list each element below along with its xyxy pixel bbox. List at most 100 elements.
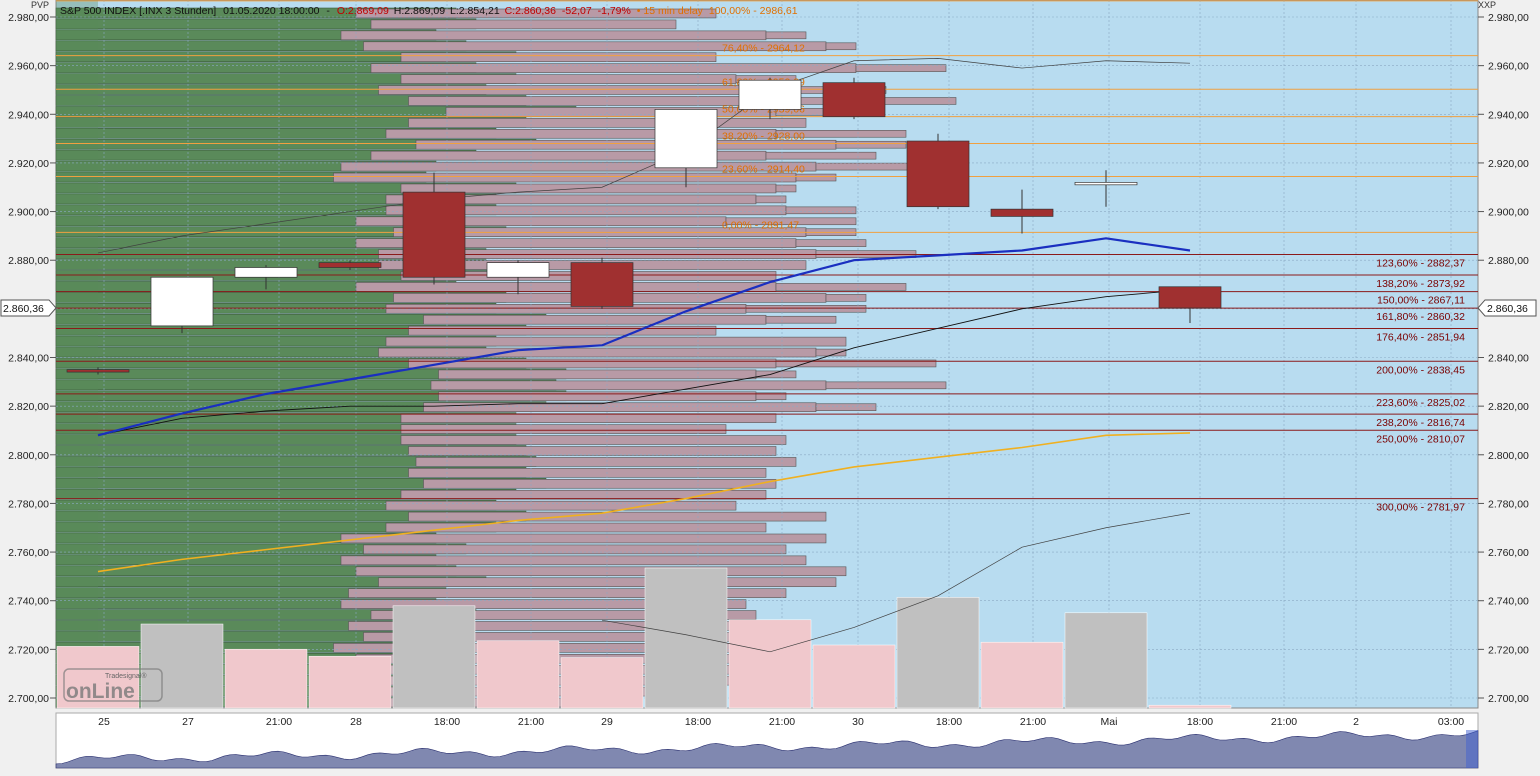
profile-bar-sell	[378, 347, 817, 358]
profile-bar-sell	[423, 402, 817, 412]
y-tick-label-right: 2.920,00	[1488, 158, 1529, 170]
profile-bar-sell	[370, 19, 677, 30]
profile-bar-sell	[370, 63, 857, 73]
profile-bar-extension	[775, 283, 907, 291]
profile-bar-extension	[825, 294, 867, 302]
volume-bar	[56, 646, 140, 709]
bull-candle	[150, 276, 214, 327]
volume-bar	[308, 655, 392, 709]
profile-bar-extension	[775, 130, 907, 138]
y-tick-label-right: 2.900,00	[1488, 207, 1529, 219]
y-tick-label-left: 2.900,00	[8, 207, 49, 219]
current-price-left: 2.860,36	[3, 303, 44, 315]
volume-bar	[140, 623, 224, 709]
volume-bar	[980, 641, 1064, 709]
bull-candle	[234, 267, 298, 278]
profile-bar-extension	[755, 392, 787, 401]
logo-small-text: Tradesignal®	[105, 672, 147, 680]
fib-top-label: 100,00% - 2986,61	[709, 5, 798, 17]
overview-navigator[interactable]	[55, 730, 1479, 769]
x-tick-label: 21:00	[518, 716, 544, 728]
y-tick-label-right: 2.880,00	[1488, 255, 1529, 267]
volume-bar	[476, 640, 560, 709]
y-tick-label-left: 2.800,00	[8, 450, 49, 462]
symbol-name: S&P 500 INDEX [.INX 3 Stunden]	[60, 5, 216, 17]
y-tick-label-right: 2.800,00	[1488, 450, 1529, 462]
candlesticks	[66, 77, 1222, 375]
fib-label-lower: 223,60% - 2825,02	[1376, 397, 1465, 409]
y-tick-label-left: 2.760,00	[8, 547, 49, 559]
high-value: H:2.869,09	[394, 5, 446, 17]
header-info: S&P 500 INDEX [.INX 3 Stunden] 01.05.202…	[60, 5, 798, 17]
volume-bar	[224, 648, 308, 709]
profile-bar-sell	[378, 85, 747, 95]
tradesignal-logo: Tradesignal® onLine	[63, 668, 163, 703]
x-tick-label: 2	[1353, 716, 1359, 728]
fib-label-lower: 161,80% - 2860,32	[1376, 311, 1465, 323]
y-tick-label-right: 2.820,00	[1488, 401, 1529, 413]
fib-label-upper: 0,00% - 2891,47	[722, 219, 799, 231]
x-tick-label: Mai	[1101, 716, 1118, 728]
y-tick-label-left: 2.840,00	[8, 353, 49, 365]
profile-bar-sell	[385, 500, 737, 511]
x-tick-label: 21:00	[1271, 716, 1297, 728]
profile-bar-sell	[400, 413, 777, 423]
profile-bar-extension	[775, 184, 797, 193]
x-tick-label: 25	[98, 716, 110, 728]
profile-bar-extension	[815, 403, 877, 411]
volume-bars	[56, 567, 1232, 709]
y-tick-label-left: 2.740,00	[8, 596, 49, 608]
fib-label-lower: 250,00% - 2810,07	[1376, 433, 1465, 445]
profile-bar-sell	[400, 424, 727, 434]
y-tick-label-left: 2.780,00	[8, 498, 49, 510]
black-average-line	[97, 288, 1191, 436]
profile-bar-sell	[408, 96, 757, 106]
profile-bar-sell	[408, 468, 767, 478]
fib-label-lower: 300,00% - 2781,97	[1376, 502, 1465, 514]
profile-bar-extension	[785, 206, 857, 215]
profile-bar-sell	[423, 479, 777, 489]
indicator-lines	[97, 57, 1191, 653]
bear-candle	[318, 262, 382, 268]
profile-bar-sell	[408, 446, 777, 456]
x-tick-label: 21:00	[769, 716, 795, 728]
current-price-tag-right: 2.860,36	[1477, 299, 1537, 317]
x-tick-label: 03:00	[1438, 716, 1464, 728]
profile-bar-sell	[400, 435, 787, 445]
profile-bar-extension	[825, 381, 947, 390]
profile-bar-sell	[348, 588, 787, 598]
x-tick-label: 27	[182, 716, 194, 728]
fib-label-upper: 76,40% - 2964,12	[722, 43, 805, 55]
low-value: L:2.854,21	[450, 5, 500, 17]
fib-label-lower: 238,20% - 2816,74	[1376, 417, 1465, 429]
x-tick-label: 21:00	[1020, 716, 1046, 728]
fib-label-lower: 176,40% - 2851,94	[1376, 331, 1465, 343]
profile-bar-sell	[438, 369, 757, 380]
overview-window-handle	[1466, 730, 1478, 768]
bear-candle	[570, 262, 634, 307]
profile-bar-extension	[765, 315, 837, 324]
overview-area-chart	[55, 730, 1479, 769]
bull-candle	[654, 109, 718, 169]
open-value: O:2.869,09	[337, 5, 389, 17]
profile-bar-extension	[825, 42, 857, 51]
lower-band-line	[601, 512, 1191, 653]
profile-bar-extension	[765, 151, 877, 160]
bull-candle	[1074, 182, 1138, 186]
y-tick-label-left: 2.880,00	[8, 255, 49, 267]
profile-bar-sell	[400, 183, 777, 194]
bear-candle	[990, 208, 1054, 217]
bear-candle	[906, 140, 970, 208]
time-axis[interactable]: 25 27 21:00 28 18:00 21:00 29 18:00 21:00 30 18:00…	[98, 716, 1464, 728]
blue-moving-average	[97, 237, 1191, 437]
x-tick-label: 28	[350, 716, 362, 728]
y-tick-label-right: 2.980,00	[1488, 12, 1529, 24]
profile-bar-sell	[385, 129, 777, 139]
logo-big-text: onLine	[66, 680, 135, 703]
price-axis[interactable]: 2.700,00 2.700,00 2.720,00 2.720,00 2.740,00…	[8, 12, 1529, 705]
y-tick-label-right: 2.940,00	[1488, 109, 1529, 121]
profile-bar-sell	[400, 74, 737, 84]
y-tick-label-left: 2.700,00	[8, 693, 49, 705]
